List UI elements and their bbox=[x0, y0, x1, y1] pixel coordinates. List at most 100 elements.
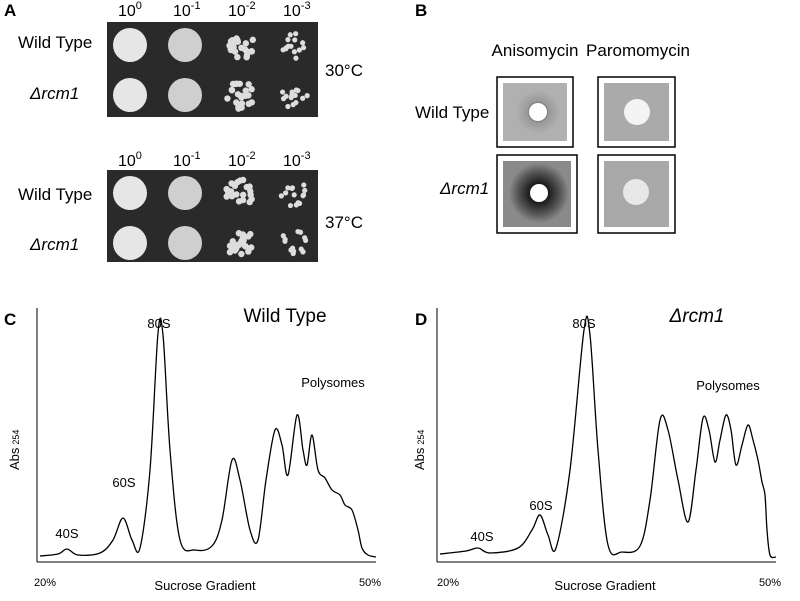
panel-label: B bbox=[415, 1, 427, 20]
dilution-exp: -1 bbox=[191, 150, 201, 162]
panel-label: D bbox=[415, 310, 427, 329]
colony bbox=[279, 89, 286, 95]
colony bbox=[287, 202, 294, 209]
colony bbox=[300, 95, 306, 101]
colony-spot bbox=[113, 28, 147, 62]
colony bbox=[283, 45, 289, 51]
colony-spot bbox=[168, 78, 202, 112]
colony bbox=[248, 48, 256, 55]
row-label: Wild Type bbox=[18, 33, 92, 52]
colony bbox=[243, 51, 251, 59]
colony bbox=[285, 37, 291, 43]
colony bbox=[289, 89, 295, 95]
dilution-exp: -3 bbox=[301, 150, 311, 162]
colony bbox=[245, 100, 253, 108]
temperature: 37°C bbox=[325, 213, 363, 232]
colony bbox=[228, 86, 236, 94]
dilution-label: 10-1 bbox=[173, 150, 201, 170]
colony bbox=[289, 185, 296, 191]
peak-label: 60S bbox=[529, 498, 552, 513]
colony bbox=[239, 231, 247, 238]
peak-label: 60S bbox=[112, 475, 135, 490]
x-end: 50% bbox=[359, 577, 381, 589]
row-label: Δrcm1 bbox=[439, 179, 489, 198]
colony bbox=[239, 196, 247, 204]
row-label: Wild Type bbox=[415, 103, 489, 122]
colony bbox=[238, 237, 245, 245]
colony bbox=[285, 103, 291, 110]
colony bbox=[249, 36, 256, 44]
y-label-sub: 254 bbox=[416, 430, 426, 445]
y-label: Abs bbox=[412, 447, 427, 470]
colony bbox=[238, 92, 245, 100]
colony-spot bbox=[168, 226, 202, 260]
colony bbox=[304, 93, 310, 99]
colony bbox=[231, 48, 239, 55]
colony bbox=[300, 45, 307, 51]
colony bbox=[245, 248, 252, 255]
dilution-base: 10 bbox=[228, 153, 246, 170]
trace-title: Δrcm1 bbox=[669, 306, 725, 327]
colony bbox=[292, 92, 298, 98]
dilution-exp: -3 bbox=[301, 0, 311, 12]
colony bbox=[292, 37, 298, 43]
dilution-base: 10 bbox=[283, 3, 301, 20]
dilution-label: 10-2 bbox=[228, 150, 256, 170]
colony bbox=[296, 47, 302, 53]
colony bbox=[238, 250, 245, 258]
colony bbox=[234, 53, 241, 61]
trace-title: Wild Type bbox=[243, 306, 326, 327]
colony bbox=[293, 55, 299, 61]
dilution-label: 100 bbox=[118, 150, 142, 170]
temperature: 30°C bbox=[325, 61, 363, 80]
peak-label: 40S bbox=[470, 529, 493, 544]
dilution-label: 10-2 bbox=[228, 0, 256, 20]
dilution-base: 10 bbox=[118, 153, 136, 170]
colony bbox=[224, 95, 231, 102]
colony bbox=[288, 43, 294, 49]
colony bbox=[242, 40, 250, 47]
colony bbox=[278, 193, 284, 199]
dilution-base: 10 bbox=[173, 153, 191, 170]
colony bbox=[238, 44, 245, 52]
colony bbox=[303, 237, 309, 243]
x-axis-label: Sucrose Gradient bbox=[554, 578, 656, 593]
colony bbox=[233, 191, 240, 198]
dilution-exp: -2 bbox=[246, 0, 256, 12]
colony bbox=[287, 32, 293, 38]
x-end: 50% bbox=[759, 577, 781, 589]
colony bbox=[239, 191, 247, 199]
colony bbox=[242, 243, 249, 250]
colony bbox=[291, 192, 297, 198]
peak-label: Polysomes bbox=[696, 378, 760, 393]
column-label: Anisomycin bbox=[492, 41, 579, 60]
colony bbox=[302, 187, 308, 194]
peak-label: 80S bbox=[572, 316, 595, 331]
peak-label: Polysomes bbox=[301, 375, 365, 390]
peak-label: 40S bbox=[55, 526, 78, 541]
colony bbox=[300, 192, 307, 198]
colony bbox=[238, 104, 245, 111]
colony bbox=[229, 238, 237, 245]
dilution-exp: -2 bbox=[246, 150, 256, 162]
colony bbox=[285, 185, 291, 191]
colony-spot bbox=[113, 78, 147, 112]
dilution-exp: 0 bbox=[136, 150, 142, 162]
dilution-base: 10 bbox=[118, 3, 136, 20]
colony bbox=[298, 246, 304, 252]
colony bbox=[288, 247, 294, 253]
trace bbox=[439, 315, 777, 559]
column-label: Paromomycin bbox=[586, 41, 690, 60]
dilution-exp: 0 bbox=[136, 0, 142, 12]
colony-spot bbox=[113, 176, 147, 210]
colony bbox=[293, 87, 299, 93]
trace bbox=[39, 317, 377, 558]
colony bbox=[247, 230, 254, 238]
colony bbox=[288, 95, 294, 101]
colony bbox=[246, 198, 253, 206]
colony bbox=[293, 202, 299, 208]
y-label: Abs bbox=[7, 447, 22, 470]
panel-label: C bbox=[4, 310, 16, 329]
row-label: Δrcm1 bbox=[29, 235, 79, 254]
